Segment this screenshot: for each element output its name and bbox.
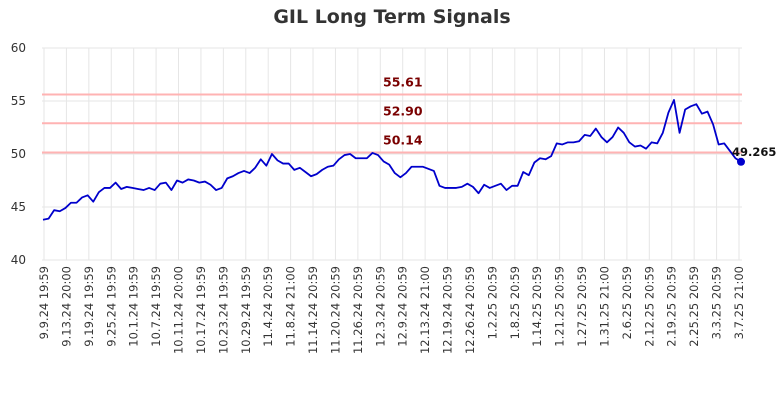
x-tick-label: 11.26.24 20:59 bbox=[351, 266, 365, 354]
x-tick-label: 9.25.24 19:59 bbox=[104, 266, 118, 347]
x-tick-label: 12.9.24 20:59 bbox=[396, 266, 410, 347]
signal-label: 52.90 bbox=[383, 103, 423, 118]
x-tick-label: 2.19.25 20:59 bbox=[665, 266, 679, 347]
y-tick-label: 60 bbox=[11, 41, 26, 55]
x-tick-label: 1.8.25 20:59 bbox=[508, 266, 522, 339]
y-tick-label: 40 bbox=[11, 253, 26, 267]
y-tick-label: 50 bbox=[11, 147, 26, 161]
x-tick-label: 9.19.24 19:59 bbox=[82, 266, 96, 347]
price-line bbox=[42, 99, 742, 221]
x-tick-label: 2.25.25 20:59 bbox=[687, 266, 701, 347]
y-tick-label: 55 bbox=[11, 94, 26, 108]
x-tick-label: 10.17.24 19:59 bbox=[194, 266, 208, 354]
x-tick-label: 2.6.25 20:59 bbox=[620, 266, 634, 339]
x-tick-label: 1.2.25 20:59 bbox=[485, 266, 499, 339]
signal-label: 55.61 bbox=[383, 75, 423, 90]
x-tick-label: 12.26.24 20:59 bbox=[463, 266, 477, 354]
x-tick-label: 2.12.25 20:59 bbox=[642, 266, 656, 347]
x-tick-label: 12.3.24 20:59 bbox=[373, 266, 387, 347]
last-point-marker bbox=[737, 157, 745, 166]
x-tick-label: 1.14.25 20:59 bbox=[530, 266, 544, 347]
x-tick-label: 10.11.24 20:00 bbox=[172, 266, 186, 354]
x-tick-label: 12.13.24 21:00 bbox=[418, 266, 432, 354]
y-tick-label: 45 bbox=[11, 200, 26, 214]
x-tick-label: 11.8.24 21:00 bbox=[284, 266, 298, 347]
x-tick-label: 3.3.25 20:59 bbox=[710, 266, 724, 339]
x-tick-label: 1.31.25 21:00 bbox=[597, 266, 611, 347]
x-tick-label: 10.23.24 19:59 bbox=[216, 266, 230, 354]
x-tick-label: 10.1.24 19:59 bbox=[127, 266, 141, 347]
chart-title: GIL Long Term Signals bbox=[273, 6, 511, 28]
x-tick-label: 3.7.25 21:00 bbox=[732, 266, 746, 339]
x-tick-label: 1.27.25 20:59 bbox=[575, 266, 589, 347]
signal-label: 50.14 bbox=[383, 133, 423, 148]
x-tick-label: 11.20.24 20:59 bbox=[328, 266, 342, 354]
x-tick-label: 12.19.24 20:59 bbox=[441, 266, 455, 354]
x-tick-label: 9.13.24 20:00 bbox=[59, 266, 73, 347]
x-tick-label: 10.7.24 19:59 bbox=[149, 266, 163, 347]
x-tick-label: 9.9.24 19:59 bbox=[37, 266, 51, 339]
x-tick-label: 1.21.25 20:59 bbox=[553, 266, 567, 347]
x-tick-label: 11.4.24 20:59 bbox=[261, 266, 275, 347]
x-tick-label: 10.29.24 19:59 bbox=[239, 266, 253, 354]
last-point-label: 49.265 bbox=[732, 145, 776, 159]
x-tick-label: 11.14.24 20:59 bbox=[306, 266, 320, 354]
